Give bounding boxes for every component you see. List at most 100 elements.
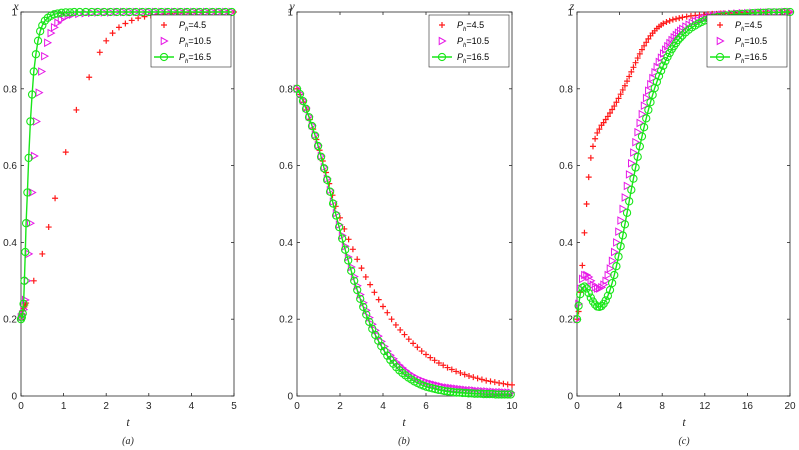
data-point (619, 204, 628, 214)
x-tick-label: 2 (103, 401, 109, 412)
y-tick-label: 0.8 (559, 84, 573, 95)
data-point (594, 129, 601, 136)
data-point (629, 174, 638, 183)
data-point (96, 49, 103, 56)
x-tick-label: 12 (699, 401, 711, 412)
data-point (466, 373, 472, 380)
data-point (627, 185, 636, 194)
legend-marker (716, 36, 725, 46)
data-point (440, 386, 449, 396)
data-point (362, 273, 369, 280)
data-point (337, 234, 347, 243)
data-point (620, 220, 630, 229)
data-point (660, 20, 667, 27)
data-point (632, 59, 639, 66)
data-point (645, 86, 653, 96)
data-point (509, 381, 515, 388)
data-point (401, 331, 408, 338)
data-point (618, 231, 627, 240)
data-point (496, 379, 503, 386)
y-tick-label: 0.8 (3, 84, 17, 95)
data-point (457, 369, 464, 376)
y-axis-label: z (569, 0, 575, 13)
series-circle-line (572, 7, 795, 324)
legend-label: Ph=4.5 (735, 20, 762, 33)
data-point (579, 262, 586, 269)
x-tick-label: 6 (423, 401, 429, 412)
data-point (21, 247, 30, 257)
subplot-label: (a) (122, 436, 134, 447)
legend-marker (715, 52, 725, 62)
data-point (482, 389, 491, 399)
data-point (583, 270, 592, 280)
data-point (638, 109, 647, 119)
data-point (464, 389, 473, 398)
data-point (128, 17, 135, 24)
data-point (227, 7, 237, 17)
y-tick-label: 0 (567, 392, 573, 403)
x-tick-label: 4 (617, 401, 623, 412)
data-point (506, 390, 515, 399)
data-point (446, 387, 455, 396)
data-point (611, 103, 618, 110)
data-point (642, 93, 651, 103)
data-point (17, 313, 27, 322)
y-tick-label: 0.8 (279, 84, 293, 95)
data-point (632, 137, 641, 147)
data-point (491, 390, 500, 399)
data-point (639, 123, 649, 132)
data-point (661, 57, 670, 66)
data-point (138, 7, 147, 17)
data-point (613, 238, 622, 247)
data-point (630, 64, 637, 71)
legend: Ph=4.5 Ph=10.5 Ph=16.5 (150, 14, 232, 68)
data-point (338, 231, 347, 240)
data-point (610, 247, 619, 257)
data-point (453, 368, 460, 375)
legend-label: Ph=4.5 (457, 20, 484, 33)
data-point (24, 153, 33, 163)
legend-marker (437, 52, 447, 62)
data-point (334, 222, 344, 232)
x-tick-label: 4 (189, 401, 195, 412)
data-point (663, 18, 670, 25)
y-axis-label: y (288, 0, 295, 13)
legend-label: Ph=10.5 (457, 36, 489, 49)
data-point (476, 389, 485, 398)
data-point (587, 276, 596, 286)
data-point (666, 17, 673, 24)
data-point (28, 188, 37, 197)
legend-marker (717, 22, 723, 28)
data-point (365, 317, 374, 327)
data-point (99, 7, 109, 17)
data-point (642, 114, 651, 123)
data-point (640, 101, 649, 111)
data-point (21, 219, 31, 228)
data-point (497, 390, 506, 399)
data-point (341, 245, 350, 254)
data-point (585, 174, 592, 181)
data-point (488, 389, 497, 399)
data-point (304, 113, 314, 122)
data-point (647, 79, 656, 89)
data-point (68, 10, 77, 20)
data-point (679, 14, 686, 21)
data-point (616, 242, 625, 251)
data-point (410, 340, 417, 347)
data-point (313, 141, 323, 151)
data-point (607, 109, 614, 116)
legend-marker (159, 52, 169, 62)
data-point (33, 36, 43, 45)
data-point (674, 35, 683, 45)
data-point (628, 68, 635, 75)
data-point (144, 7, 153, 17)
x-tick-label: 8 (466, 401, 472, 412)
data-point (485, 389, 494, 399)
data-point (624, 78, 631, 85)
data-point (635, 142, 644, 151)
data-point (109, 30, 116, 37)
data-point (75, 7, 84, 17)
data-point (503, 390, 512, 399)
data-point (610, 270, 619, 280)
